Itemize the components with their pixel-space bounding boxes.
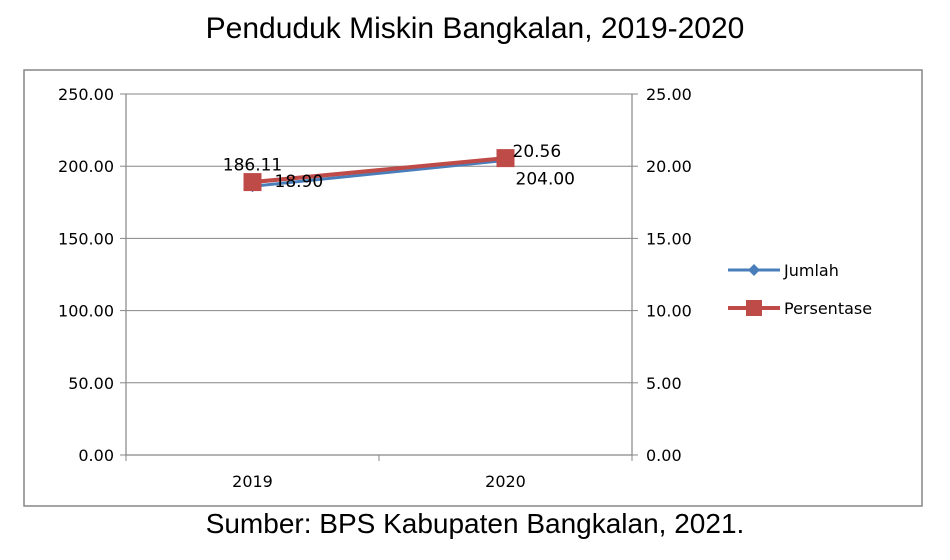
y-right-tick-label: 0.00 — [646, 446, 682, 465]
y-left-tick-label: 100.00 — [58, 302, 114, 321]
data-label: 20.56 — [513, 142, 562, 162]
legend-marker — [746, 300, 762, 316]
data-point-persentase — [243, 173, 262, 192]
chart-title: Penduduk Miskin Bangkalan, 2019-2020 — [205, 12, 745, 45]
legend-label: Persentase — [784, 299, 872, 318]
x-tick-label: 2020 — [485, 472, 526, 491]
legend-label: Jumlah — [783, 261, 839, 280]
data-label: 204.00 — [516, 169, 575, 189]
y-right-tick-label: 5.00 — [646, 374, 682, 393]
y-left-tick-label: 150.00 — [58, 229, 114, 248]
y-left-tick-label: 50.00 — [68, 374, 114, 393]
y-left-tick-label: 200.00 — [58, 157, 114, 176]
chart-frame — [23, 69, 923, 507]
legend-marker — [748, 264, 760, 276]
y-right-tick-label: 15.00 — [646, 229, 692, 248]
series-line-jumlah — [252, 158, 506, 188]
data-label: 18.90 — [275, 172, 324, 192]
y-right-tick-label: 20.00 — [646, 157, 692, 176]
series-line-persentase — [252, 156, 506, 185]
data-point-persentase — [496, 149, 515, 168]
x-tick-label: 2019 — [232, 472, 273, 491]
y-right-tick-label: 10.00 — [646, 302, 692, 321]
data-label: 186.11 — [223, 155, 282, 175]
y-right-tick-label: 25.00 — [646, 85, 692, 104]
source-note: Sumber: BPS Kabupaten Bangkalan, 2021. — [205, 508, 745, 539]
y-left-tick-label: 0.00 — [78, 446, 114, 465]
y-left-tick-label: 250.00 — [58, 85, 114, 104]
